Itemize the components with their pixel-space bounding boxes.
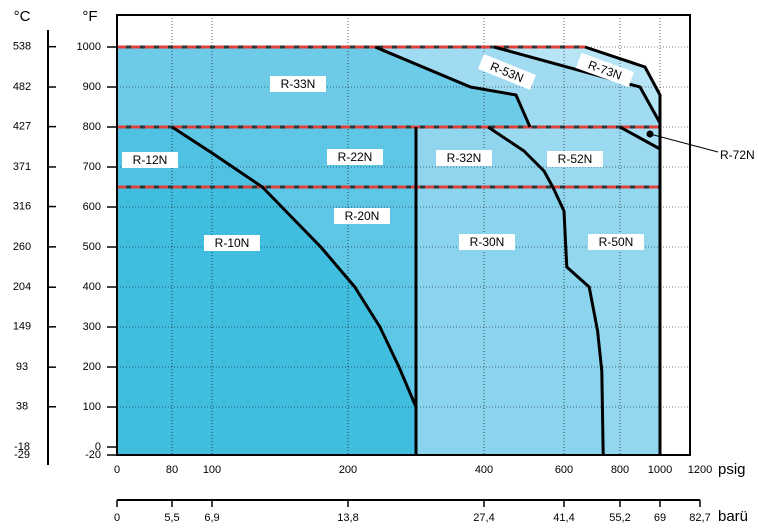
boundary-line	[619, 125, 661, 151]
label-box	[575, 52, 635, 88]
y-tick-label: 0	[95, 441, 101, 453]
region-label-text: R-22N	[338, 150, 373, 164]
y-tick-label: 500	[83, 241, 101, 253]
y-tick-label: 800	[83, 121, 101, 133]
region	[375, 47, 660, 127]
region-label-text: R-30N	[470, 235, 505, 249]
y2-tick-label: -29	[14, 449, 30, 461]
y2-tick-label: 93	[16, 361, 28, 373]
label-box	[436, 150, 492, 166]
region-label-text: R-20N	[345, 209, 380, 223]
region-label-text: R-10N	[215, 236, 250, 250]
x2-tick-label: 69	[654, 512, 666, 524]
x2-tick-label: 5,5	[164, 512, 179, 524]
boundary-line	[487, 125, 605, 456]
y2-axis-title: °C	[14, 8, 31, 25]
region	[494, 47, 660, 123]
region-label-text: R-52N	[558, 152, 593, 166]
y2-tick-label: 371	[13, 161, 31, 173]
region-label-text: R-72N	[720, 148, 755, 162]
region-label: R-52N	[547, 151, 603, 167]
y-axis-title: °F	[82, 8, 97, 25]
y-tick-label: 300	[83, 321, 101, 333]
label-box	[588, 234, 644, 250]
y2-tick-label: 316	[13, 200, 31, 212]
region-label: R-20N	[334, 208, 390, 224]
region	[552, 187, 660, 455]
y2-tick-label: 204	[13, 281, 31, 293]
label-box	[270, 76, 326, 92]
y2-tick-label: 149	[13, 321, 31, 333]
y2-tick-label: 38	[16, 401, 28, 413]
x-tick-label: 200	[339, 464, 357, 476]
callout-line	[649, 133, 719, 153]
regions	[117, 47, 660, 455]
y2-tick-label: 260	[13, 241, 31, 253]
x-tick-label: 1200	[688, 464, 712, 476]
region-label: R-32N	[436, 150, 492, 166]
y-tick-label: 700	[83, 161, 101, 173]
boundary-line	[171, 125, 418, 455]
x-tick-label: 100	[203, 464, 221, 476]
y-tick-label: 400	[83, 281, 101, 293]
region-label: R-50N	[588, 234, 644, 250]
region	[172, 127, 416, 187]
x-tick-label: 1000	[648, 464, 672, 476]
label-box	[459, 234, 515, 250]
y2-tick-label: 538	[13, 41, 31, 53]
region	[262, 187, 416, 407]
x2-tick-label: 41,4	[553, 512, 574, 524]
label-box	[547, 151, 603, 167]
boundary-line	[493, 45, 662, 124]
region-label: R-10N	[204, 235, 260, 251]
label-box	[122, 152, 178, 168]
region-label-text: R-33N	[281, 77, 316, 91]
y2-tick-label: 427	[13, 121, 31, 133]
x-tick-label: 600	[555, 464, 573, 476]
x2-tick-label: 0	[114, 512, 120, 524]
y-tick-label: -20	[85, 449, 101, 461]
boundary-line	[584, 45, 662, 455]
x2-tick-label: 82,7	[689, 512, 710, 524]
label-box	[327, 149, 383, 165]
region-label-text: R-50N	[599, 235, 634, 249]
y2-tick-label: 482	[13, 81, 31, 93]
region-label-text: R-12N	[133, 153, 168, 167]
label-box	[334, 208, 390, 224]
x2-tick-label: 13,8	[337, 512, 358, 524]
region	[416, 187, 604, 455]
boundary-line	[374, 45, 532, 128]
label-box	[478, 54, 536, 90]
y2-tick-label: -18	[14, 441, 30, 453]
label-box	[204, 235, 260, 251]
plot-frame	[116, 14, 691, 456]
region-label: R-33N	[270, 76, 326, 92]
y-tick-label: 100	[83, 401, 101, 413]
x-tick-label: 0	[114, 464, 120, 476]
region-label: R-30N	[459, 234, 515, 250]
y-tick-label: 600	[83, 201, 101, 213]
x2-tick-label: 6,9	[204, 512, 219, 524]
region-label-text: R-32N	[447, 151, 482, 165]
region	[117, 127, 263, 187]
x-tick-label: 400	[475, 464, 493, 476]
region-label: R-22N	[327, 149, 383, 165]
x2-axis-title: barü	[718, 508, 748, 525]
x2-tick-label: 27,4	[473, 512, 494, 524]
y-tick-label: 900	[83, 81, 101, 93]
x-tick-label: 80	[166, 464, 178, 476]
y-tick-label: 1000	[77, 41, 101, 53]
region	[117, 187, 416, 455]
y-tick-label: 200	[83, 361, 101, 373]
x2-tick-label: 55,2	[609, 512, 630, 524]
x-tick-label: 800	[611, 464, 629, 476]
x-axis-title: psig	[718, 461, 746, 478]
region-label: R-12N	[122, 152, 178, 168]
